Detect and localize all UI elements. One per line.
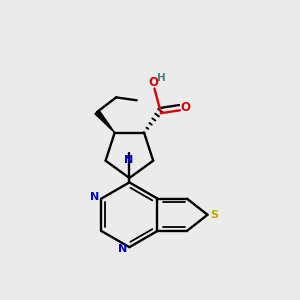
Text: N: N: [90, 192, 100, 202]
Text: O: O: [148, 76, 158, 88]
Polygon shape: [95, 110, 115, 133]
Text: N: N: [124, 155, 133, 165]
Text: O: O: [180, 101, 190, 114]
Text: H: H: [158, 73, 166, 83]
Text: N: N: [118, 244, 128, 254]
Text: S: S: [210, 210, 218, 220]
